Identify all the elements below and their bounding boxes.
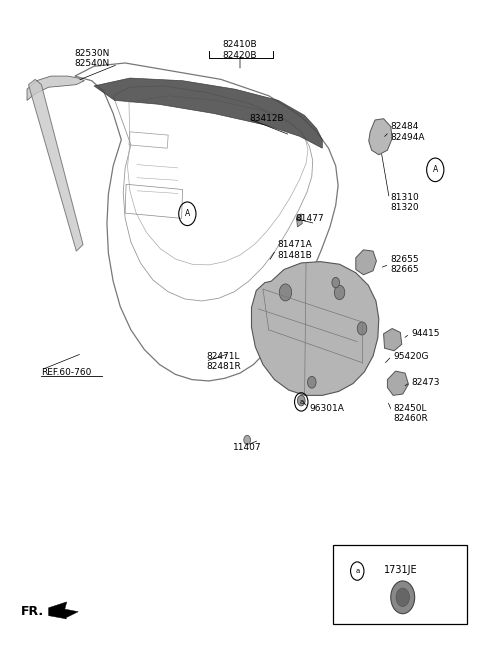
Circle shape <box>298 396 305 406</box>
Polygon shape <box>297 214 302 227</box>
Text: 82655
82665: 82655 82665 <box>391 254 420 274</box>
Text: 82530N
82540N: 82530N 82540N <box>74 49 109 68</box>
FancyBboxPatch shape <box>333 545 468 623</box>
Polygon shape <box>27 76 84 101</box>
Text: 82473: 82473 <box>411 378 440 387</box>
Text: 81471A
81481B: 81471A 81481B <box>277 240 312 260</box>
Text: FR.: FR. <box>21 605 44 618</box>
Circle shape <box>357 322 367 335</box>
Circle shape <box>396 588 409 606</box>
Circle shape <box>332 277 339 288</box>
Circle shape <box>279 284 292 301</box>
Polygon shape <box>48 602 78 619</box>
Circle shape <box>308 376 316 388</box>
Text: 95420G: 95420G <box>393 351 429 361</box>
Text: a: a <box>299 399 303 405</box>
Text: 82471L
82481R: 82471L 82481R <box>206 351 241 371</box>
Polygon shape <box>28 79 83 251</box>
Text: 82484
82494A: 82484 82494A <box>391 122 425 141</box>
Text: A: A <box>432 166 438 174</box>
Polygon shape <box>387 371 408 396</box>
Polygon shape <box>384 328 402 351</box>
Text: 82410B
82420B: 82410B 82420B <box>223 40 257 60</box>
Text: 81477: 81477 <box>295 214 324 223</box>
Text: A: A <box>185 210 190 218</box>
Circle shape <box>244 436 251 445</box>
Polygon shape <box>356 250 376 275</box>
Polygon shape <box>369 119 392 155</box>
Text: 96301A: 96301A <box>310 404 344 413</box>
Text: 94415: 94415 <box>411 329 440 338</box>
Polygon shape <box>252 261 379 396</box>
Text: a: a <box>355 568 360 574</box>
Text: 81310
81320: 81310 81320 <box>391 193 420 212</box>
Text: REF.60-760: REF.60-760 <box>41 368 92 377</box>
Text: 1731JE: 1731JE <box>384 565 417 575</box>
Circle shape <box>391 581 415 614</box>
Text: 82450L
82460R: 82450L 82460R <box>393 404 428 423</box>
Text: 83412B: 83412B <box>250 114 284 124</box>
Circle shape <box>334 285 345 300</box>
Text: 11407: 11407 <box>233 443 262 452</box>
Polygon shape <box>94 78 323 148</box>
